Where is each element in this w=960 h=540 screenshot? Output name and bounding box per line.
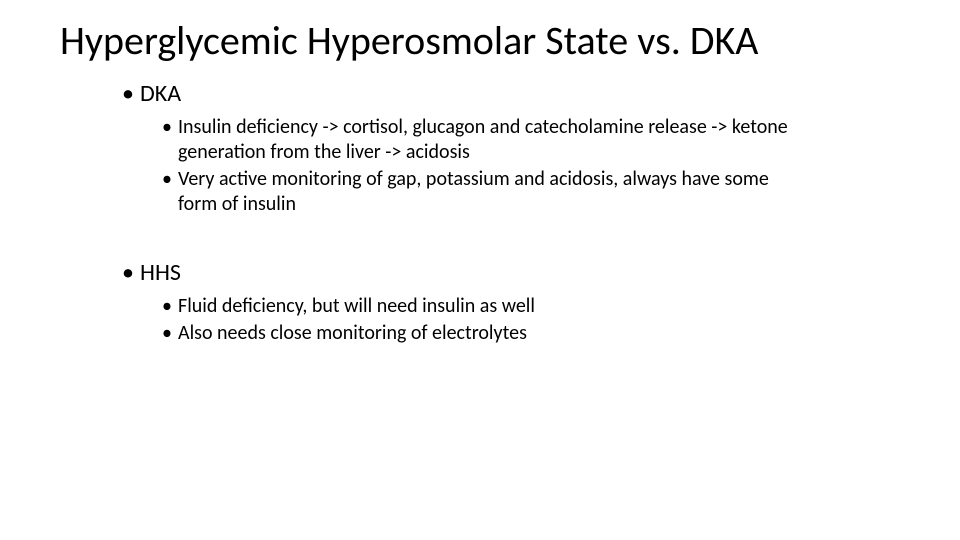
list-item-text: Very active monitoring of gap, potassium… bbox=[178, 167, 802, 217]
bullet-icon: • bbox=[162, 167, 178, 217]
bullet-icon: • bbox=[122, 257, 140, 288]
list-item-text: Fluid deficiency, but will need insulin … bbox=[178, 294, 535, 319]
section-heading: • HHS bbox=[122, 257, 900, 288]
section-items: • Fluid deficiency, but will need insuli… bbox=[122, 294, 900, 346]
section-spacer bbox=[122, 245, 900, 257]
section-heading: • DKA bbox=[122, 78, 900, 109]
list-item: • Insulin deficiency -> cortisol, glucag… bbox=[162, 115, 802, 165]
list-item: • Also needs close monitoring of electro… bbox=[162, 321, 802, 346]
bullet-icon: • bbox=[162, 321, 178, 346]
list-item-text: Insulin deficiency -> cortisol, glucagon… bbox=[178, 115, 802, 165]
bullet-icon: • bbox=[162, 115, 178, 165]
slide-body: • DKA • Insulin deficiency -> cortisol, … bbox=[60, 78, 900, 346]
section-heading-text: DKA bbox=[140, 78, 181, 109]
section-items: • Insulin deficiency -> cortisol, glucag… bbox=[122, 115, 900, 217]
section-heading-text: HHS bbox=[140, 257, 181, 288]
bullet-icon: • bbox=[122, 78, 140, 109]
list-item: • Very active monitoring of gap, potassi… bbox=[162, 167, 802, 217]
list-item: • Fluid deficiency, but will need insuli… bbox=[162, 294, 802, 319]
slide: Hyperglycemic Hyperosmolar State vs. DKA… bbox=[0, 0, 960, 540]
slide-title: Hyperglycemic Hyperosmolar State vs. DKA bbox=[60, 18, 900, 64]
bullet-icon: • bbox=[162, 294, 178, 319]
list-item-text: Also needs close monitoring of electroly… bbox=[178, 321, 527, 346]
